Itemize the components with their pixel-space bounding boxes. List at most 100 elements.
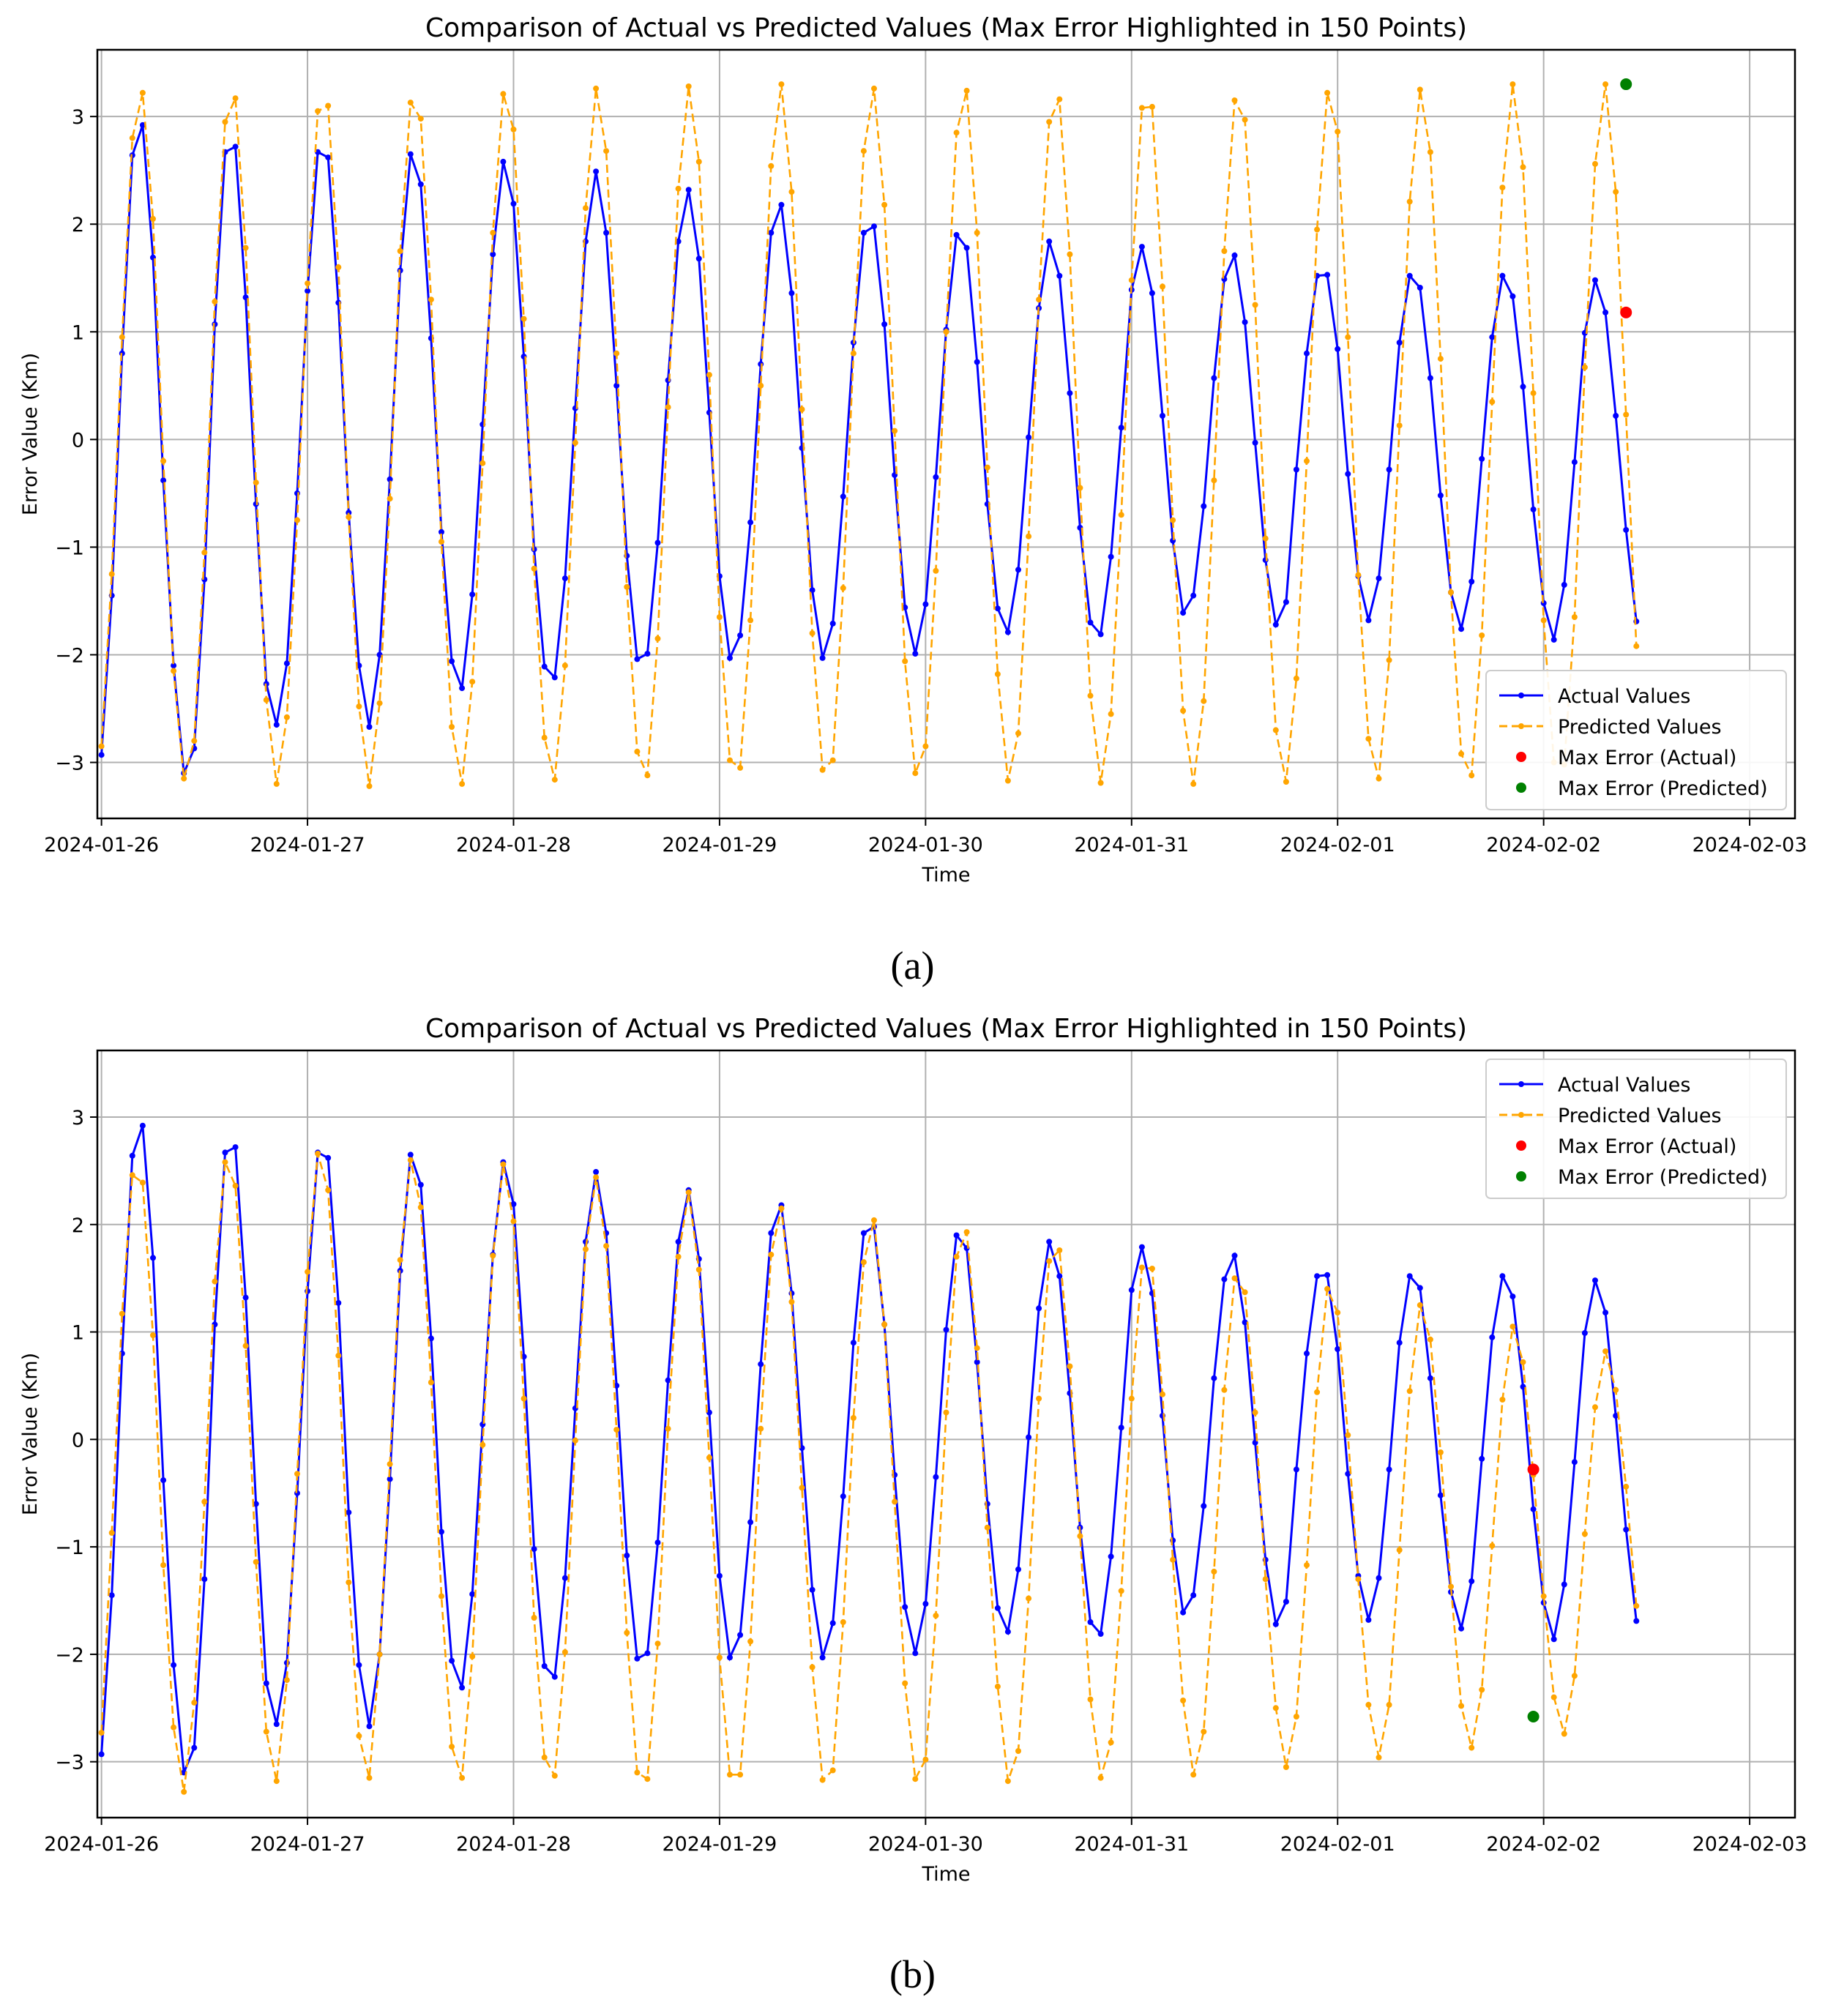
predicted-point <box>953 130 960 136</box>
predicted-point <box>1520 164 1526 171</box>
predicted-point <box>1406 1388 1413 1395</box>
predicted-point <box>685 1189 692 1195</box>
predicted-point <box>1201 698 1207 704</box>
predicted-point <box>171 668 177 674</box>
actual-point <box>1324 272 1331 278</box>
actual-point <box>1530 506 1537 512</box>
predicted-point <box>1468 772 1475 779</box>
actual-point <box>449 1657 455 1664</box>
y-tick-label: 3 <box>72 106 84 129</box>
actual-point <box>305 288 311 294</box>
x-tick-label: 2024-01-30 <box>868 834 983 856</box>
predicted-point <box>1004 1778 1011 1785</box>
predicted-point <box>799 1485 805 1491</box>
predicted-point <box>407 1157 414 1163</box>
actual-point <box>1314 1273 1321 1280</box>
predicted-point <box>871 85 877 92</box>
predicted-point <box>953 1253 960 1260</box>
actual-point <box>593 1168 600 1175</box>
predicted-point <box>160 458 167 464</box>
predicted-point <box>675 1253 682 1260</box>
y-tick-label: −2 <box>55 644 84 667</box>
predicted-point <box>1108 711 1114 717</box>
predicted-point <box>1221 1386 1228 1393</box>
predicted-point <box>1458 1703 1465 1709</box>
predicted-point <box>1087 692 1094 699</box>
predicted-point <box>758 382 764 389</box>
actual-point <box>1479 1455 1485 1462</box>
predicted-point <box>1211 477 1217 484</box>
actual-point <box>788 290 795 296</box>
predicted-point <box>469 679 476 685</box>
actual-point <box>1550 1636 1557 1643</box>
predicted-point <box>1293 1714 1299 1720</box>
actual-point <box>139 1122 146 1129</box>
predicted-point <box>551 777 558 783</box>
predicted-point <box>1437 356 1444 362</box>
predicted-point <box>1550 1694 1557 1700</box>
actual-point <box>1231 252 1238 258</box>
actual-point <box>366 724 373 730</box>
actual-point <box>1386 466 1392 473</box>
predicted-point <box>819 766 826 773</box>
predicted-point <box>376 700 383 706</box>
predicted-point <box>665 404 671 411</box>
x-tick-label: 2024-01-31 <box>1074 1833 1189 1856</box>
actual-point <box>1304 1350 1310 1356</box>
x-tick-label: 2024-01-29 <box>662 834 777 856</box>
predicted-point <box>665 1425 671 1432</box>
actual-point <box>902 1604 908 1610</box>
predicted-point <box>1613 189 1619 195</box>
predicted-point <box>1160 283 1165 290</box>
actual-point <box>1489 1334 1496 1340</box>
actual-line <box>100 124 1638 774</box>
predicted-point <box>541 734 548 741</box>
actual-point <box>695 255 702 262</box>
legend-label: Max Error (Predicted) <box>1558 777 1768 800</box>
chart-panel-b: 2024-01-26 2024-01-27 2024-01-28 2024-01-29… <box>0 1008 1825 1996</box>
caption-b: (b) <box>889 1952 936 1996</box>
legend-label: Max Error (Actual) <box>1558 747 1736 769</box>
predicted-point <box>1015 730 1021 736</box>
actual-point <box>644 651 651 657</box>
actual-point <box>716 1572 723 1579</box>
actual-point <box>840 1493 846 1500</box>
predicted-point <box>253 1558 259 1565</box>
actual-point <box>1242 319 1248 326</box>
actual-point <box>1365 617 1372 624</box>
actual-point <box>829 1620 836 1627</box>
predicted-point <box>583 1246 589 1252</box>
y-tick-label: −3 <box>55 753 84 775</box>
predicted-point <box>273 1778 280 1785</box>
predicted-point <box>1602 81 1609 88</box>
actual-point <box>1324 1272 1331 1278</box>
actual-point <box>1417 285 1423 291</box>
actual-point <box>1335 1346 1341 1352</box>
actual-point <box>222 1149 228 1156</box>
actual-point <box>1427 375 1433 381</box>
predicted-point <box>902 658 908 665</box>
actual-point <box>108 1592 115 1599</box>
actual-point <box>768 1230 775 1236</box>
predicted-point <box>1231 1275 1238 1282</box>
legend-max-error-actual: Max Error (Actual) <box>1516 747 1736 769</box>
actual-point <box>685 187 692 193</box>
actual-point <box>1283 599 1289 605</box>
actual-point <box>1293 1466 1299 1473</box>
predicted-point <box>613 350 620 356</box>
actual-point <box>1417 1285 1423 1291</box>
actual-point <box>1170 537 1176 544</box>
actual-point <box>1437 492 1444 499</box>
plot-frame <box>96 1049 1796 1819</box>
actual-point <box>438 529 444 535</box>
actual-point <box>1087 619 1094 626</box>
predicted-point <box>531 1615 537 1621</box>
predicted-point <box>108 1530 115 1536</box>
actual-point <box>1623 526 1630 533</box>
predicted-point <box>232 1182 239 1189</box>
x-tick-label: 2024-01-29 <box>662 1833 777 1856</box>
predicted-point <box>1386 657 1392 663</box>
predicted-point <box>654 635 661 642</box>
predicted-point <box>1571 614 1578 620</box>
predicted-point <box>1026 1595 1032 1602</box>
